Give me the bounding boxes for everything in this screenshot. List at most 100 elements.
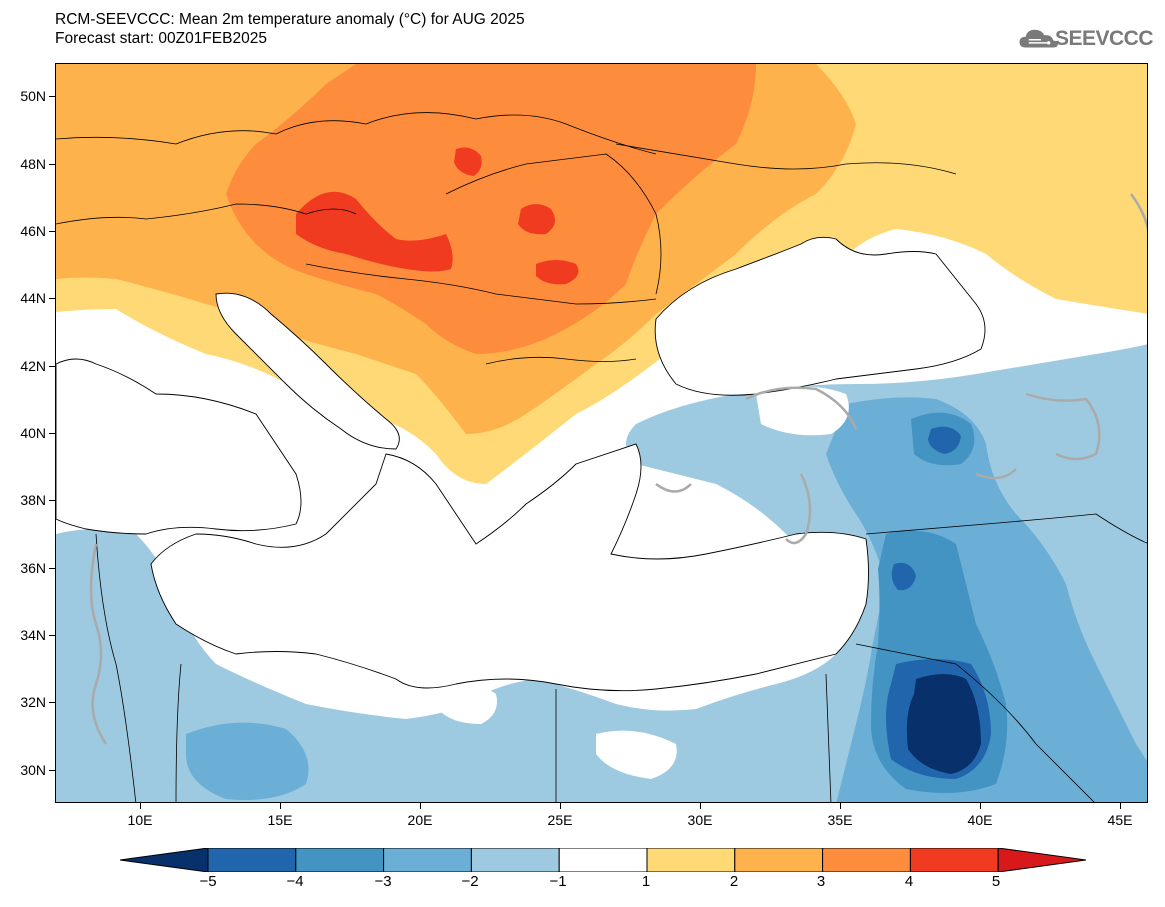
- seevccc-logo: SEEVCCC: [1018, 22, 1154, 56]
- lon-label-25e: 25E: [547, 812, 573, 828]
- lat-label-34n: 34N: [20, 627, 46, 643]
- lon-label-30e: 30E: [687, 812, 713, 828]
- lat-label-40n: 40N: [20, 425, 46, 441]
- anomaly-neg4-north: [928, 426, 961, 454]
- contour-east-turkey: [1025, 392, 1101, 461]
- colorbar-segment: [558, 848, 648, 872]
- lon-label-40e: 40E: [967, 812, 993, 828]
- border-algeria-tunisia: [95, 533, 137, 802]
- colorbar-segment: [470, 848, 560, 872]
- colorbar-segment: [383, 848, 472, 872]
- border-alps: [56, 203, 357, 225]
- border-syria-iraq: [865, 513, 1147, 544]
- lon-tick: [140, 803, 141, 809]
- lat-tick: [49, 96, 55, 97]
- colorbar-label: −5: [199, 873, 217, 890]
- lat-tick: [49, 500, 55, 501]
- colorbar-label: −1: [549, 873, 567, 890]
- lat-tick: [49, 366, 55, 367]
- lat-tick: [49, 770, 55, 771]
- lon-label-20e: 20E: [407, 812, 433, 828]
- neutral-patch-egypt: [596, 730, 677, 779]
- contour-central-turkey: [975, 468, 1017, 480]
- lat-tick: [49, 231, 55, 232]
- border-bulgaria: [485, 356, 637, 365]
- lat-label-30n: 30N: [20, 762, 46, 778]
- lat-tick: [49, 433, 55, 434]
- colorbar-label: 3: [816, 873, 826, 890]
- sea-mask: [56, 236, 986, 692]
- colorbar-segment: [909, 848, 999, 872]
- tyrrhenian-sea: [56, 358, 302, 535]
- contour-tunisia: [89, 543, 108, 745]
- contour-caspian: [1129, 193, 1147, 231]
- colorbar-segment: [207, 848, 297, 872]
- colorbar-label: 5: [991, 873, 1001, 890]
- lon-tick: [700, 803, 701, 809]
- lat-label-50n: 50N: [20, 88, 46, 104]
- colorbar-label: 1: [641, 873, 651, 890]
- neutral-band: [436, 386, 849, 779]
- lon-tick: [560, 803, 561, 809]
- border-ukraine: [615, 143, 957, 175]
- lon-tick: [980, 803, 981, 809]
- border-tunisia-libya: [175, 663, 182, 802]
- border-egypt-sudan: [825, 673, 832, 802]
- colorbar-segment: [997, 848, 1086, 872]
- border-central-europe: [56, 112, 657, 155]
- anomaly-field: [56, 64, 1147, 802]
- adriatic-sea: [215, 292, 400, 450]
- lat-tick: [49, 635, 55, 636]
- map-title: RCM-SEEVCCC: Mean 2m temperature anomaly…: [55, 10, 525, 48]
- neutral-patch-libya: [436, 680, 497, 724]
- lat-tick: [49, 568, 55, 569]
- lon-tick: [840, 803, 841, 809]
- colorbar-label: 2: [729, 873, 739, 890]
- colorbar: [120, 848, 1086, 872]
- lon-tick: [280, 803, 281, 809]
- border-jordan-saudi: [855, 643, 1095, 802]
- colorbar-segment: [646, 848, 736, 872]
- lon-tick: [1120, 803, 1121, 809]
- lat-label-32n: 32N: [20, 694, 46, 710]
- lat-label-36n: 36N: [20, 560, 46, 576]
- lat-tick: [49, 298, 55, 299]
- lat-tick: [49, 702, 55, 703]
- borders: [56, 112, 1147, 802]
- lat-label-46n: 46N: [20, 223, 46, 239]
- lon-label-45e: 45E: [1107, 812, 1133, 828]
- anomaly-neg2-neg3-west: [186, 722, 309, 800]
- colorbar-label: 4: [904, 873, 914, 890]
- colorbar-segment: [120, 848, 209, 872]
- contour-levant: [785, 473, 812, 545]
- cloud-icon: [1019, 29, 1058, 48]
- map-area: [55, 63, 1148, 803]
- lat-label-48n: 48N: [20, 156, 46, 172]
- colorbar-label: −4: [286, 873, 304, 890]
- contour-anatolia: [745, 386, 858, 430]
- aegean-ionian-sea: [150, 443, 869, 692]
- colorbar-label: −2: [461, 873, 479, 890]
- logo-text: SEEVCCC: [1054, 27, 1154, 50]
- anomaly-4-5-d: [454, 147, 482, 176]
- lat-label-44n: 44N: [20, 290, 46, 306]
- anomaly-neg5: [906, 674, 981, 774]
- lat-label-38n: 38N: [20, 492, 46, 508]
- colorbar-segment: [734, 848, 824, 872]
- anomaly-neg4-syria: [891, 562, 916, 591]
- lat-tick: [49, 164, 55, 165]
- lon-label-35e: 35E: [827, 812, 853, 828]
- lon-label-10e: 10E: [127, 812, 153, 828]
- title-line-1: RCM-SEEVCCC: Mean 2m temperature anomaly…: [55, 11, 525, 28]
- border-balkans: [305, 263, 657, 305]
- lon-label-15e: 15E: [267, 812, 293, 828]
- lon-tick: [420, 803, 421, 809]
- anomaly-4-5-c: [536, 260, 579, 285]
- border-romania: [445, 153, 662, 295]
- lat-label-42n: 42N: [20, 358, 46, 374]
- anomaly-4-5: [296, 191, 453, 272]
- title-line-2: Forecast start: 00Z01FEB2025: [55, 30, 267, 47]
- colorbar-label: −3: [374, 873, 392, 890]
- anomaly-4-5-b: [518, 204, 555, 235]
- anomaly-3-4: [226, 64, 756, 354]
